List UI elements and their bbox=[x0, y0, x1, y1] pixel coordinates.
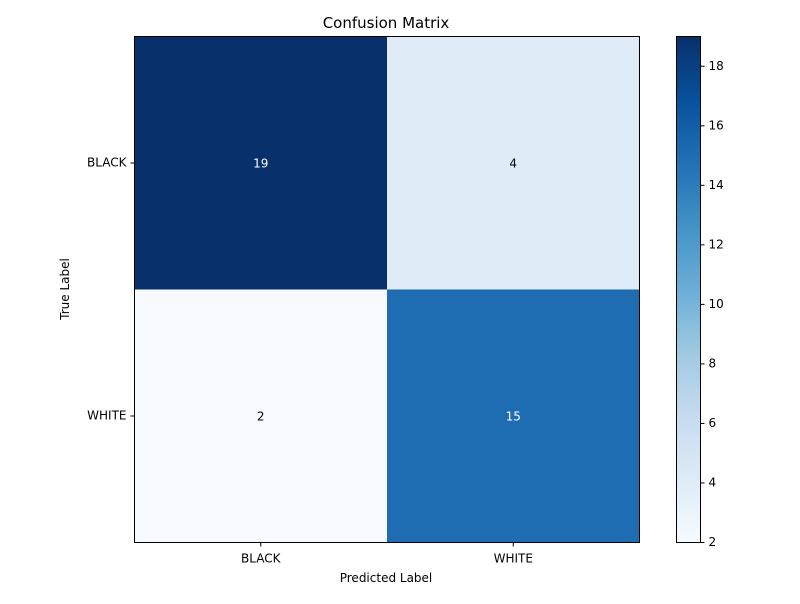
colorbar-ticks: 2 4 6 8 10 12 14 16 18 bbox=[700, 59, 724, 549]
y-tick-label: WHITE bbox=[87, 409, 126, 423]
chart-title: Confusion Matrix bbox=[323, 14, 450, 32]
colorbar-tick-label: 18 bbox=[709, 59, 724, 73]
colorbar-tick-label: 4 bbox=[709, 475, 717, 489]
heatmap-frame bbox=[134, 36, 640, 543]
colorbar-tick-label: 6 bbox=[709, 416, 717, 430]
x-tick-label: WHITE bbox=[494, 552, 533, 566]
colorbar bbox=[676, 36, 701, 543]
heatmap-cell bbox=[387, 36, 640, 290]
heatmap-cells bbox=[134, 36, 640, 543]
colorbar-tick-label: 14 bbox=[709, 178, 724, 192]
cell-value-label: 4 bbox=[509, 157, 517, 171]
colorbar-tick-label: 2 bbox=[709, 535, 717, 549]
heatmap-cell bbox=[134, 36, 388, 290]
cell-value-label: 19 bbox=[253, 157, 268, 171]
y-tick-label: BLACK bbox=[87, 156, 128, 170]
y-axis-ticks: BLACK WHITE bbox=[87, 156, 135, 423]
cell-value-label: 15 bbox=[506, 410, 521, 424]
colorbar-tick-label: 8 bbox=[709, 356, 717, 370]
heatmap-cell bbox=[134, 289, 388, 543]
y-axis-label: True Label bbox=[58, 258, 72, 321]
colorbar-tick-label: 16 bbox=[709, 118, 724, 132]
colorbar-tick-label: 10 bbox=[709, 297, 724, 311]
colorbar-tick-label: 12 bbox=[709, 237, 724, 251]
heatmap-cell bbox=[387, 289, 640, 543]
cell-value-labels: 19 4 2 15 bbox=[253, 157, 521, 424]
x-axis-label: Predicted Label bbox=[340, 571, 433, 585]
x-tick-label: BLACK bbox=[241, 552, 282, 566]
cell-value-label: 2 bbox=[257, 410, 265, 424]
x-axis-ticks: BLACK WHITE bbox=[241, 542, 533, 566]
